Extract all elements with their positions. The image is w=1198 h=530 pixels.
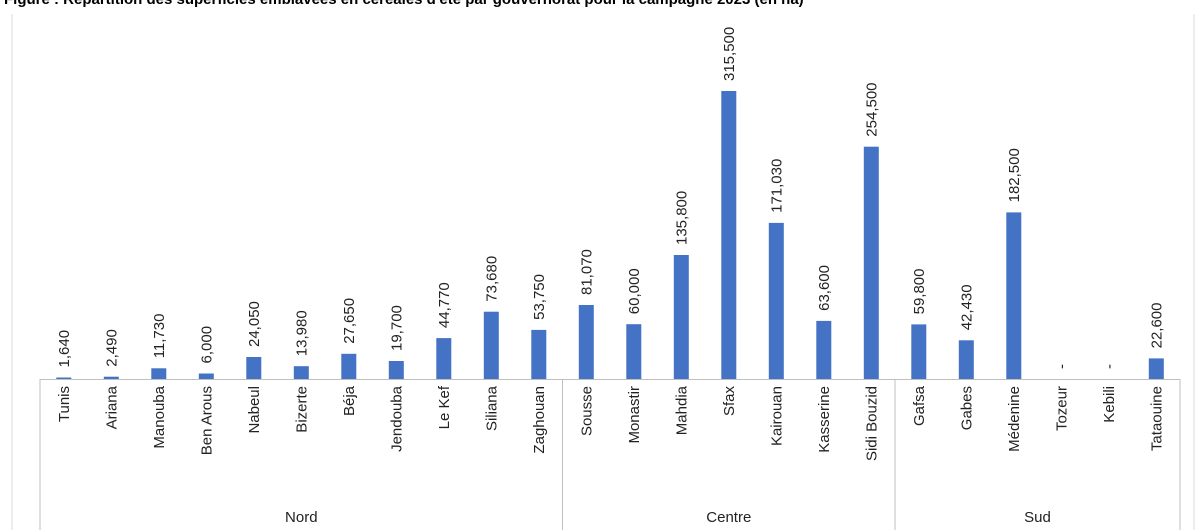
data-label: 6,000 xyxy=(198,326,215,364)
data-label: 81,070 xyxy=(578,249,595,295)
category-label: Ariana xyxy=(103,385,120,429)
data-label: 22,600 xyxy=(1148,303,1165,349)
bar-tataouine xyxy=(1148,358,1164,379)
category-label: Tunis xyxy=(56,386,73,422)
chart-title: Figure : Répartition des superficies emb… xyxy=(4,0,804,8)
category-label: Kasserine xyxy=(816,386,833,453)
category-label: Sfax xyxy=(721,386,738,417)
bar-sidi-bouzid xyxy=(863,146,879,379)
category-label: Médenine xyxy=(1006,386,1023,452)
data-label: 254,500 xyxy=(863,82,880,136)
bar-bizerte xyxy=(293,366,309,379)
category-label: Zaghouan xyxy=(531,386,548,454)
category-label: Ben Arous xyxy=(198,386,215,455)
category-label: Tozeur xyxy=(1053,386,1070,431)
group-label-sud: Sud xyxy=(1024,509,1051,526)
category-label: Mahdia xyxy=(673,385,690,435)
category-label: Manouba xyxy=(151,385,168,448)
bar-ben-arous xyxy=(198,373,214,379)
bar-mahdia xyxy=(673,255,689,379)
bar-gafsa xyxy=(911,324,927,379)
data-label: 2,490 xyxy=(103,329,120,367)
bar-siliana xyxy=(483,311,499,379)
chart-header-strip: Figure : Répartition des superficies emb… xyxy=(0,0,1198,14)
data-label: 182,500 xyxy=(1006,148,1023,202)
data-label: 53,750 xyxy=(531,274,548,320)
bar-médenine xyxy=(1006,212,1022,379)
data-label: 135,800 xyxy=(673,191,690,245)
bar-le-kef xyxy=(436,338,452,379)
bar-gabes xyxy=(958,340,974,379)
category-label: Sousse xyxy=(578,386,595,436)
data-label: 171,030 xyxy=(768,159,785,213)
category-label: Gafsa xyxy=(911,385,928,426)
data-label: - xyxy=(1101,364,1118,369)
bar-nabeul xyxy=(246,357,262,379)
bar-béja xyxy=(341,353,357,379)
category-label: Tataouine xyxy=(1148,386,1165,451)
data-label: 315,500 xyxy=(721,27,738,81)
data-label: 63,600 xyxy=(816,265,833,311)
bar-zaghouan xyxy=(531,329,547,379)
data-label: - xyxy=(1053,364,1070,369)
category-label: Béja xyxy=(341,385,358,416)
data-label: 11,730 xyxy=(151,314,168,359)
bar-sousse xyxy=(578,305,594,379)
bar-ariana xyxy=(103,376,119,379)
data-label: 1,640 xyxy=(56,330,73,368)
category-label: Kairouan xyxy=(768,386,785,446)
data-label: 73,680 xyxy=(483,256,500,302)
bar-kasserine xyxy=(816,320,832,379)
category-label: Sidi Bouzid xyxy=(863,386,880,461)
bar-monastir xyxy=(626,324,642,379)
data-label: 59,800 xyxy=(911,269,928,315)
data-label: 42,430 xyxy=(958,284,975,330)
category-label: Jendouba xyxy=(388,385,405,452)
data-label: 13,980 xyxy=(293,310,310,356)
data-label: 60,000 xyxy=(626,268,643,314)
category-label: Monastir xyxy=(626,386,643,444)
category-label: Gabes xyxy=(958,386,975,430)
bar-tunis xyxy=(56,377,72,379)
data-label: 19,700 xyxy=(388,305,405,351)
bar-sfax xyxy=(721,91,737,379)
data-label: 44,770 xyxy=(436,282,453,328)
category-label: Bizerte xyxy=(293,386,310,433)
data-label: 27,650 xyxy=(341,298,358,344)
category-label: Kebili xyxy=(1101,386,1118,423)
group-label-centre: Centre xyxy=(706,509,751,526)
bar-manouba xyxy=(151,368,167,379)
category-label: Nabeul xyxy=(246,386,263,434)
category-label: Le Kef xyxy=(436,385,453,429)
bar-jendouba xyxy=(388,361,404,379)
data-label: 24,050 xyxy=(246,301,263,347)
category-label: Siliana xyxy=(483,385,500,431)
bar-kairouan xyxy=(768,222,784,379)
group-label-nord: Nord xyxy=(285,509,318,526)
